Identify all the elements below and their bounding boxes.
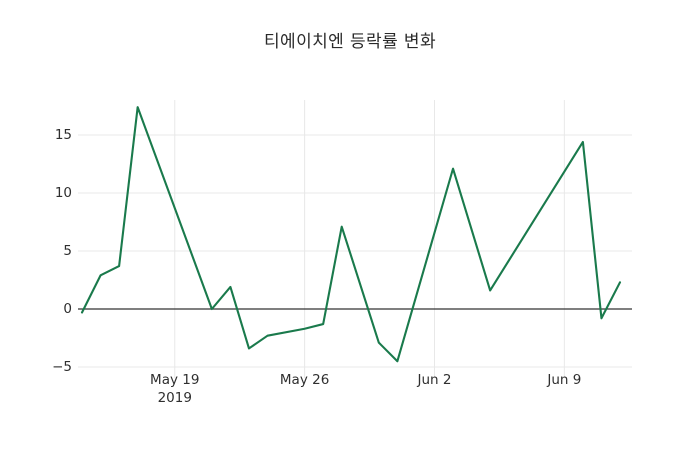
x-tick-label: May 26 xyxy=(279,372,330,388)
x-tick-label: May 19 xyxy=(150,372,200,388)
y-gridlines xyxy=(78,134,632,368)
x-tick-sublabel: 2019 xyxy=(157,390,192,406)
x-tick: Jun 2 xyxy=(374,372,494,389)
x-tick: Jun 9 xyxy=(504,372,624,389)
y-tick-label: 5 xyxy=(63,243,72,259)
chart-title: 티에이치엔 등락률 변화 xyxy=(263,32,436,52)
x-tick-label: Jun 2 xyxy=(417,372,452,388)
data-series-line xyxy=(80,106,622,363)
x-tick-label: Jun 9 xyxy=(547,372,582,388)
x-gridlines xyxy=(174,100,565,378)
y-tick-label: −5 xyxy=(52,359,72,375)
y-tick-label: 0 xyxy=(63,301,72,317)
y-tick-label: 15 xyxy=(54,127,72,143)
y-tick-label: 10 xyxy=(54,185,72,201)
x-tick: May 26 xyxy=(245,372,365,389)
x-tick: May 19 2019 xyxy=(115,372,235,408)
